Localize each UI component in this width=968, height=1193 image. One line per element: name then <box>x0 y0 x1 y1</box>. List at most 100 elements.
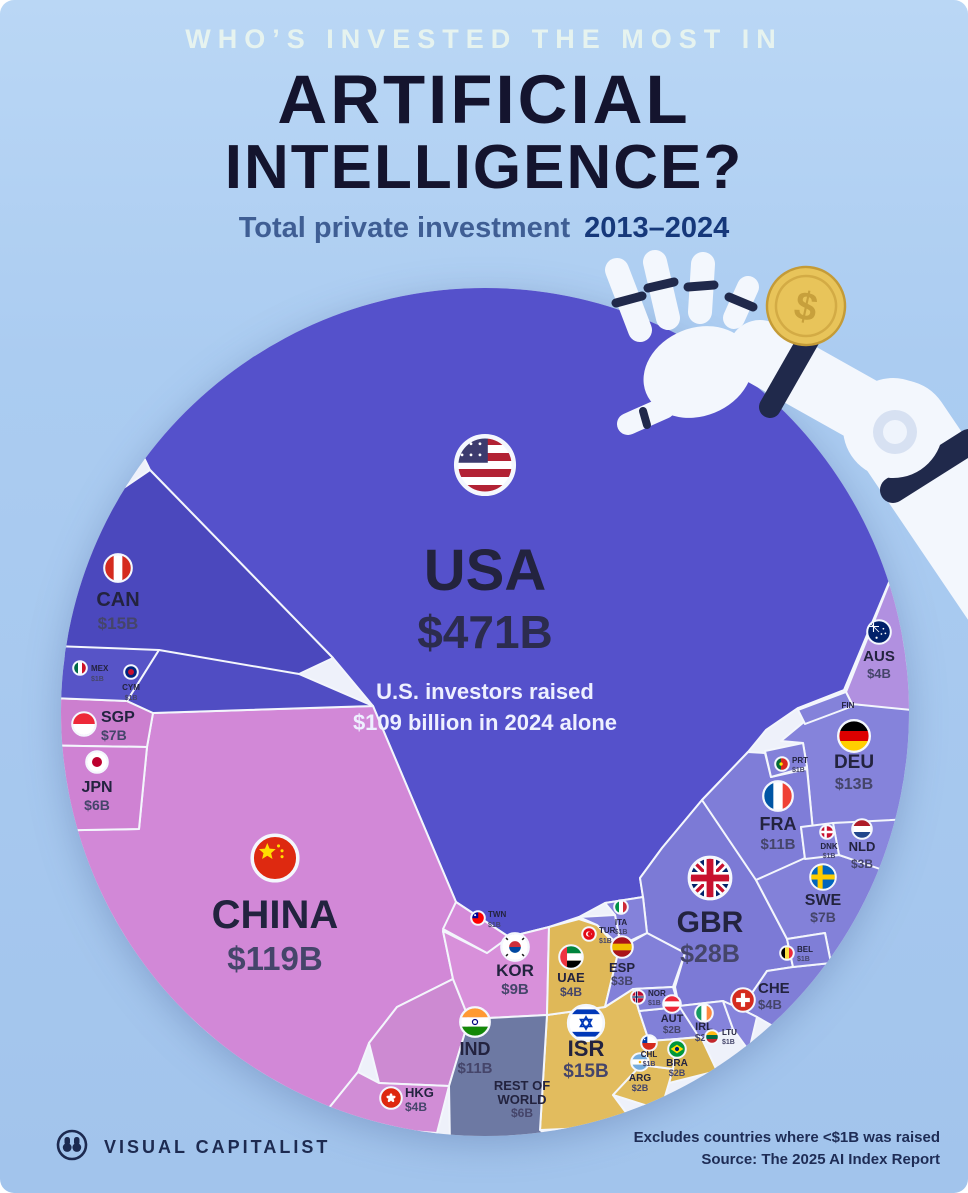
value-arg: $2B <box>632 1083 649 1093</box>
isr-flag-icon <box>569 1006 603 1040</box>
annotation-line-2: $109 billion in 2024 alone <box>352 710 618 735</box>
twn-flag-icon <box>472 912 484 924</box>
brand: VISUAL CAPITALIST <box>52 1128 330 1167</box>
region-fin <box>797 691 854 725</box>
chl-flag-icon <box>642 1036 656 1050</box>
label-chl: CHL <box>641 1050 658 1059</box>
value-gbr: $28B <box>680 940 740 968</box>
label-twn: TWN <box>488 910 506 919</box>
prt-flag-icon <box>776 758 788 770</box>
dnk-flag-icon <box>821 826 833 838</box>
value-chn: $119B <box>227 940 322 977</box>
flag-ring <box>123 664 139 680</box>
label-tur: TUR <box>599 926 616 935</box>
label-fra: FRA <box>760 814 797 834</box>
label-bel: BEL <box>797 945 813 954</box>
flag-ring <box>250 833 300 883</box>
value-bra: $2B <box>669 1068 686 1078</box>
irl-flag-icon <box>696 1005 712 1021</box>
deu-flag-icon <box>839 721 869 751</box>
subtitle-years: 2013–2024 <box>584 212 730 245</box>
usa-flag-icon <box>457 437 513 493</box>
label-esp: ESP <box>609 960 635 975</box>
robot-arm-illustration: $ <box>605 250 968 620</box>
flag-ring <box>851 818 873 840</box>
value-dnk: $1B <box>823 853 836 860</box>
swe-flag-icon <box>811 865 835 889</box>
can-flag-icon <box>105 555 131 581</box>
flag-ring <box>581 926 597 942</box>
flag-ring <box>72 660 88 676</box>
uae-flag-icon <box>560 946 582 968</box>
kor-flag-icon <box>502 934 528 960</box>
label-nor: NOR <box>648 989 666 998</box>
label-prt: PRT <box>792 756 808 765</box>
flag-ring <box>730 987 756 1013</box>
flag-ring <box>809 863 837 891</box>
source-note-line-1: Excludes countries where <$1B was raised <box>633 1129 940 1146</box>
chn-flag-icon <box>253 836 297 880</box>
label-nld: NLD <box>849 839 876 854</box>
flag-ring <box>630 989 646 1005</box>
value-ltu: $1B <box>722 1039 735 1046</box>
flag-ring <box>687 855 733 901</box>
flag-ring <box>774 756 790 772</box>
value-nor: $1B <box>648 1000 661 1007</box>
flag-ring <box>566 1003 606 1043</box>
label-fin: FIN <box>842 701 855 710</box>
sgp-flag-icon <box>73 713 95 735</box>
label-ltu: LTU <box>722 1028 737 1037</box>
arg-flag-icon <box>632 1054 648 1070</box>
source-note-line-2: Source: The 2025 AI Index Report <box>701 1151 940 1168</box>
flag-ring <box>640 1034 658 1052</box>
region-cym <box>126 649 374 714</box>
value-bel: $1B <box>797 956 810 963</box>
value-chl: $1B <box>643 1061 656 1068</box>
esp-flag-icon <box>612 937 632 957</box>
annotation-line-1: U.S. investors raised <box>376 679 594 704</box>
label-usa: USA <box>424 538 546 603</box>
labels: USA$471BCHINA$119BGBR$28BCAN$15BISR$15BD… <box>71 433 895 1120</box>
footer: VISUAL CAPITALIST Excludes countries whe… <box>0 1125 968 1177</box>
flag-ring <box>866 619 892 645</box>
label-cym: CYM <box>122 683 140 692</box>
flag-ring <box>610 935 634 959</box>
header: WHO’S INVESTED THE MOST IN ARTIFICIAL IN… <box>0 24 968 245</box>
flag-ring <box>762 780 794 812</box>
nor-flag-icon <box>632 991 644 1003</box>
flag-ring <box>500 932 530 962</box>
value-nld: $3B <box>851 857 873 871</box>
label-row: REST OF <box>494 1078 550 1093</box>
label-isr: ISR <box>568 1036 605 1061</box>
value-fra: $11B <box>760 836 795 853</box>
value-cym: $1B <box>125 695 138 702</box>
value-isr: $15B <box>563 1061 608 1082</box>
label-swe: SWE <box>805 892 842 909</box>
value-ind: $11B <box>457 1060 492 1077</box>
value-uae: $4B <box>560 985 582 999</box>
value-irl: $2B <box>695 1033 713 1044</box>
label-can: CAN <box>96 589 139 611</box>
brand-name: VISUAL CAPITALIST <box>104 1137 331 1157</box>
value-swe: $7B <box>810 909 836 925</box>
che-flag-icon <box>732 989 754 1011</box>
flag-ring <box>779 945 795 961</box>
ind-flag-icon <box>461 1008 489 1036</box>
value-usa: $471B <box>417 606 553 658</box>
cym-flag-icon <box>125 666 137 678</box>
value-deu: $13B <box>835 776 873 793</box>
hkg-flag-icon <box>381 1088 401 1108</box>
flag-ring <box>694 1003 714 1023</box>
subtitle: Total private investment 2013–2024 <box>0 212 968 245</box>
bel-flag-icon <box>781 947 793 959</box>
subtitle-text: Total private investment <box>238 212 571 245</box>
label-row: WORLD <box>497 1092 546 1107</box>
binoculars-icon <box>52 1128 92 1167</box>
flag-ring <box>630 1052 650 1072</box>
label-dnk: DNK <box>820 842 838 851</box>
flag-ring <box>667 1039 687 1059</box>
label-deu: DEU <box>834 752 874 773</box>
value-tur: $1B <box>599 938 612 945</box>
label-mex: MEX <box>91 664 109 673</box>
